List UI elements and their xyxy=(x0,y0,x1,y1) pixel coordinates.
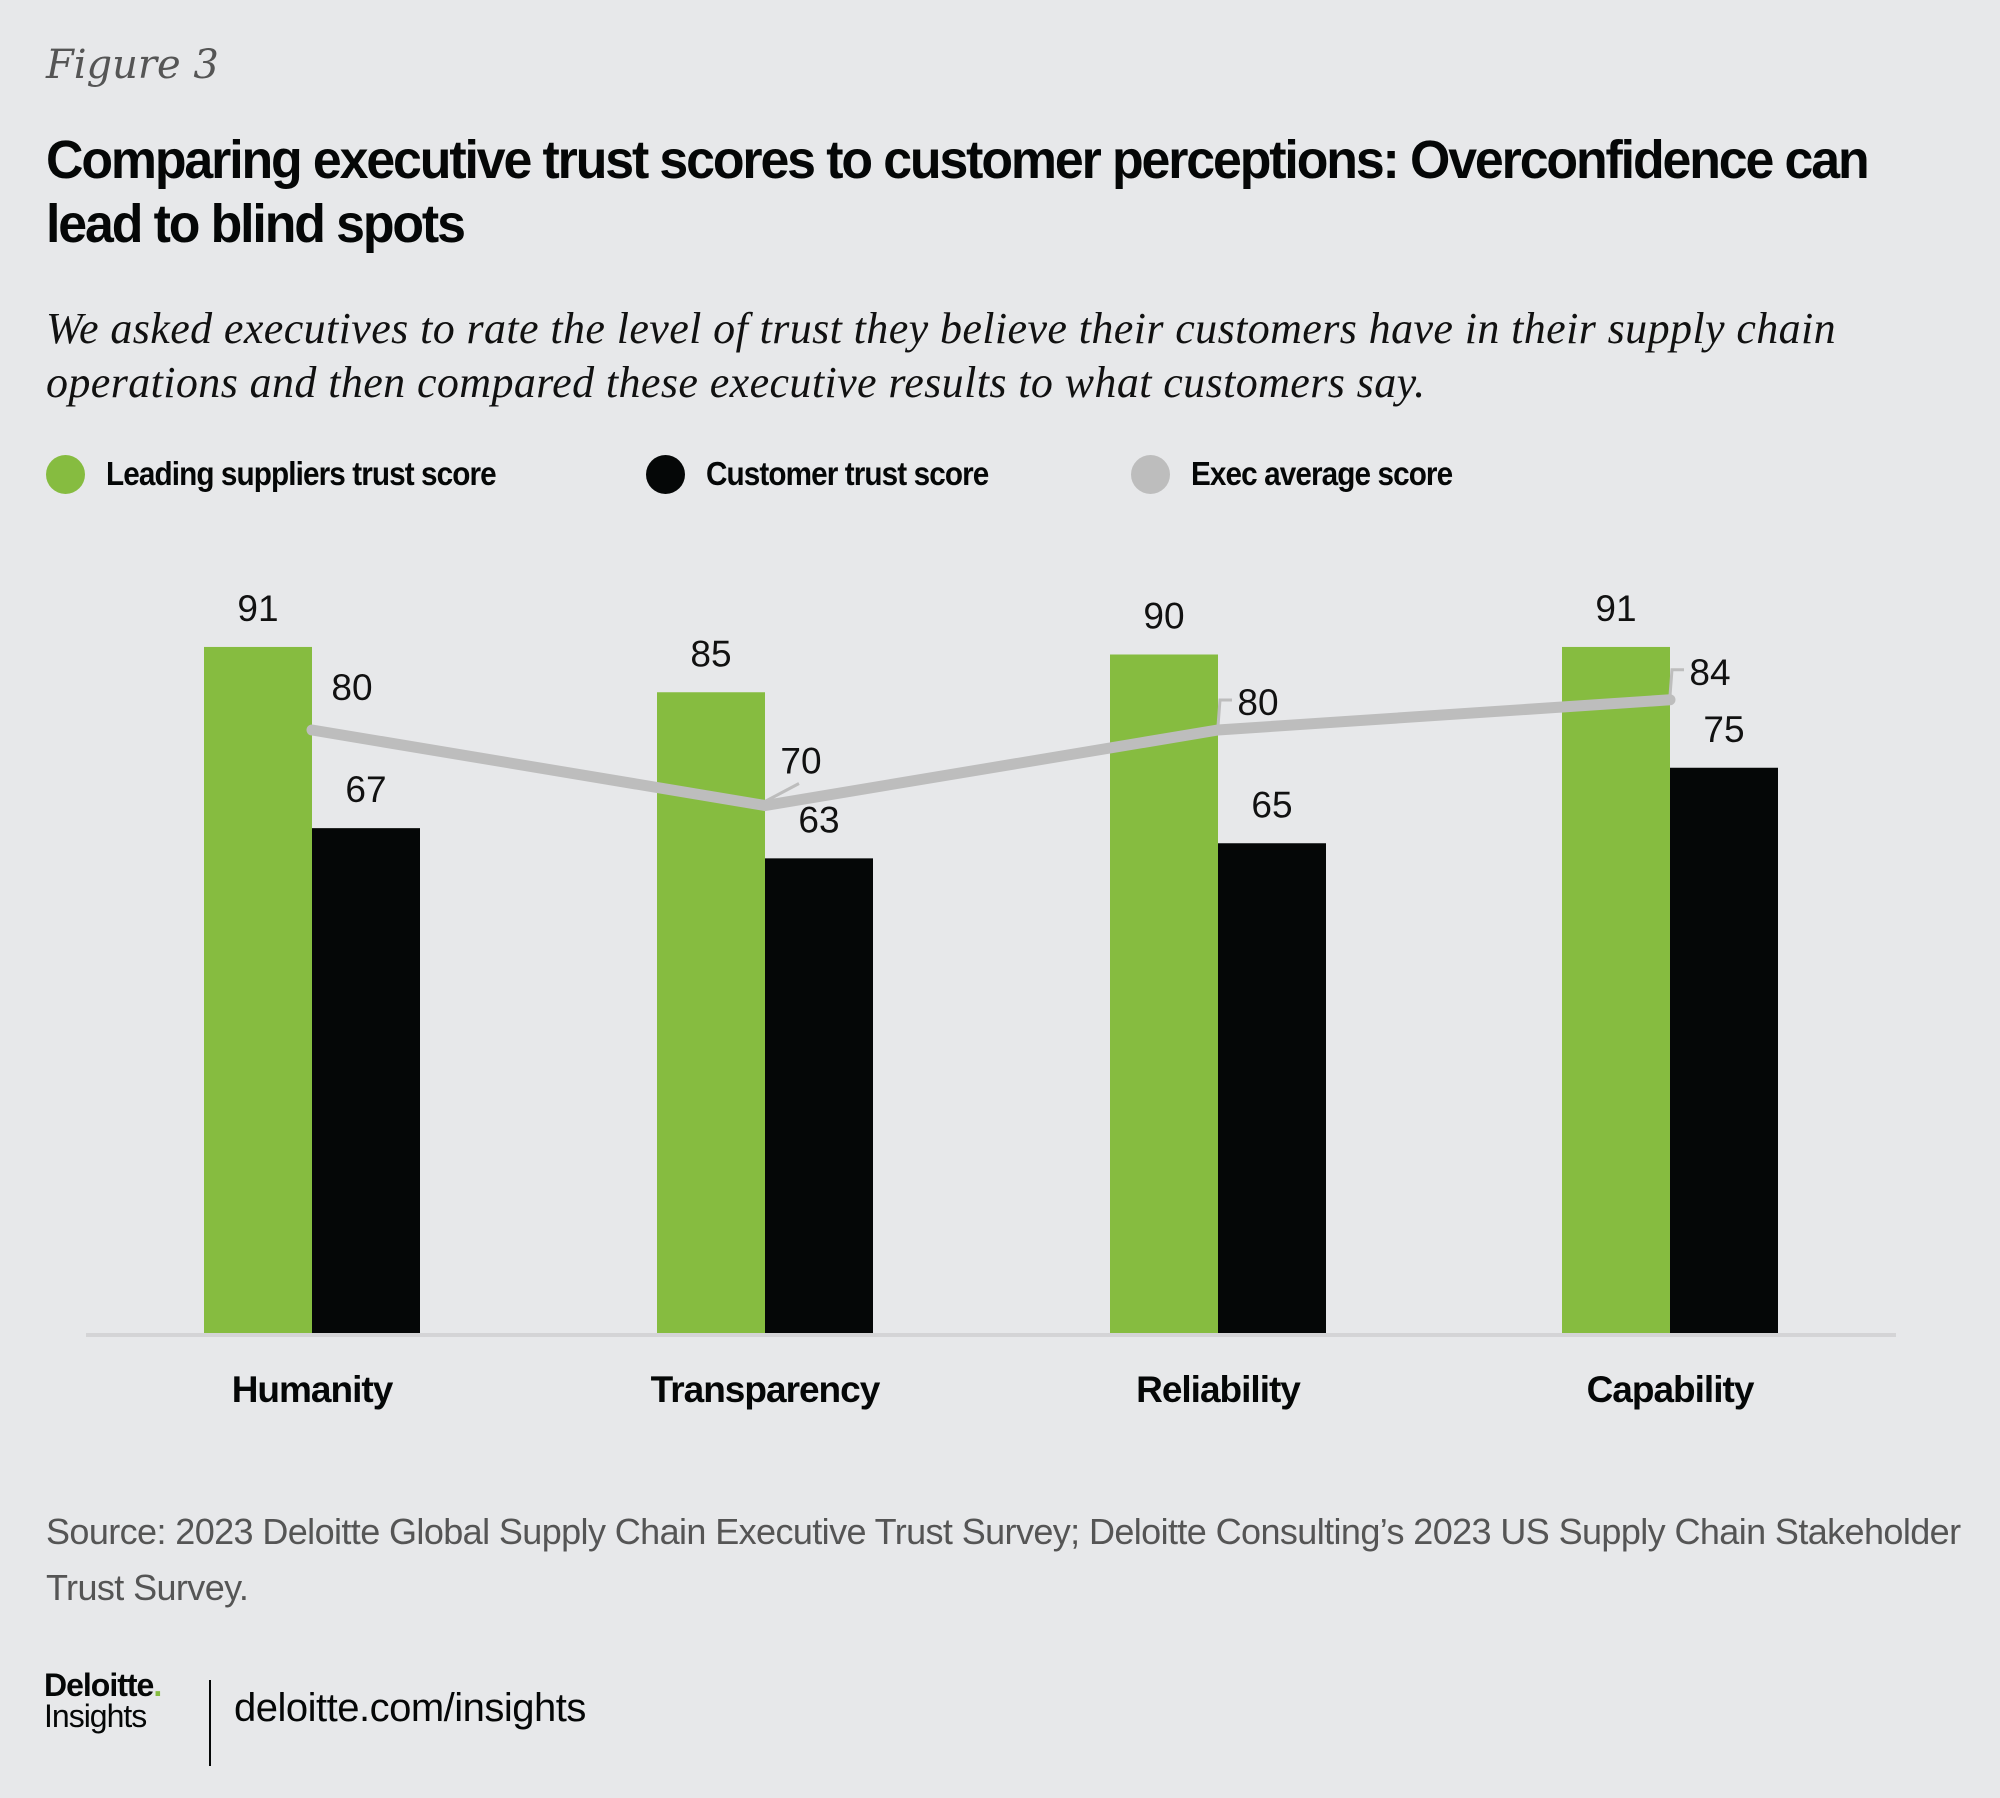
legend-swatch-gray xyxy=(1131,454,1170,494)
bar-leading-suppliers-humanity xyxy=(204,646,312,1334)
legend-label: Customer trust score xyxy=(706,455,989,492)
brand-name: Deloitte xyxy=(44,1667,154,1703)
brand-dot: . xyxy=(153,1667,162,1703)
bar-leading-suppliers-capability xyxy=(1562,646,1670,1334)
bar-leading-suppliers-reliability xyxy=(1110,654,1218,1334)
source-note: Source: 2023 Deloitte Global Supply Chai… xyxy=(46,1511,1961,1608)
value-label-exec-average: 80 xyxy=(1237,682,1278,723)
legend-item-customer: Customer trust score xyxy=(646,452,1020,496)
legend-item-leading-suppliers: Leading suppliers trust score xyxy=(46,452,539,496)
exec-label-leader xyxy=(1216,698,1232,727)
value-label-exec-average: 70 xyxy=(780,741,821,782)
value-label-customer: 65 xyxy=(1251,784,1292,825)
value-label-exec-average: 80 xyxy=(331,667,372,708)
chart-subtitle: We asked executives to rate the level of… xyxy=(46,304,1837,407)
legend-swatch-green xyxy=(46,454,85,494)
exec-average-line xyxy=(306,694,1676,812)
footer-url[interactable]: deloitte.com/insights xyxy=(234,1686,586,1730)
value-label-customer: 75 xyxy=(1703,709,1744,750)
legend-item-exec-average: Exec average score xyxy=(1131,452,1481,496)
category-labels-group: Humanity Transparency Reliability Capabilit… xyxy=(232,1369,1756,1410)
brand-sub: Insights xyxy=(44,1698,147,1734)
legend-swatch-black xyxy=(646,454,685,494)
figure-label: Figure 3 xyxy=(46,42,219,88)
brand-logo: Deloitte. xyxy=(44,1667,162,1703)
bar-customer-humanity xyxy=(312,828,420,1334)
category-label-transparency: Transparency xyxy=(651,1369,881,1410)
legend-label: Leading suppliers trust score xyxy=(106,455,497,492)
category-label-humanity: Humanity xyxy=(232,1369,394,1410)
bar-customer-reliability xyxy=(1218,843,1326,1334)
value-label-leading-suppliers: 91 xyxy=(237,588,278,629)
exec-label-leader xyxy=(1668,668,1684,696)
value-labels-group: 91 67 80 85 63 70 90 65 80 91 75 84 xyxy=(237,588,1744,840)
value-label-customer: 67 xyxy=(345,769,386,810)
chart-title: Comparing executive trust scores to cust… xyxy=(46,130,1870,254)
footer-divider xyxy=(209,1680,211,1766)
value-label-leading-suppliers: 91 xyxy=(1595,588,1636,629)
legend-label: Exec average score xyxy=(1191,455,1453,492)
category-label-reliability: Reliability xyxy=(1136,1369,1301,1410)
exec-label-leader xyxy=(764,782,800,803)
exec-line-group xyxy=(306,668,1684,812)
category-label-capability: Capability xyxy=(1587,1369,1755,1410)
bar-customer-transparency xyxy=(765,858,873,1334)
value-label-customer: 63 xyxy=(798,799,839,840)
bar-customer-capability xyxy=(1670,767,1778,1334)
value-label-exec-average: 84 xyxy=(1689,652,1730,693)
value-label-leading-suppliers: 85 xyxy=(690,633,731,674)
value-label-leading-suppliers: 90 xyxy=(1143,596,1184,637)
